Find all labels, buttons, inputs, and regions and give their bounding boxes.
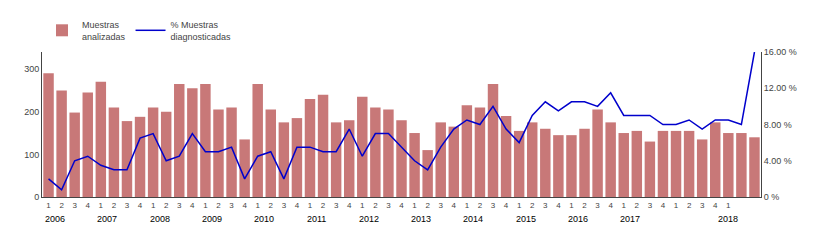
svg-text:2013: 2013 [411, 214, 431, 224]
svg-text:8.00 %: 8.00 % [764, 120, 792, 130]
svg-text:3: 3 [648, 201, 653, 210]
svg-text:2: 2 [687, 201, 692, 210]
svg-text:2: 2 [216, 201, 221, 210]
svg-text:2: 2 [164, 201, 169, 210]
svg-text:1: 1 [99, 201, 104, 210]
svg-text:1: 1 [46, 201, 51, 210]
svg-text:4: 4 [190, 201, 195, 210]
svg-text:2: 2 [59, 201, 64, 210]
svg-text:3: 3 [700, 201, 705, 210]
svg-text:1: 1 [674, 201, 679, 210]
svg-text:2006: 2006 [45, 214, 65, 224]
svg-text:3: 3 [595, 201, 600, 210]
svg-text:1: 1 [255, 201, 260, 210]
svg-text:3: 3 [177, 201, 182, 210]
svg-text:2: 2 [373, 201, 378, 210]
svg-text:1: 1 [517, 201, 522, 210]
svg-text:2: 2 [530, 201, 535, 210]
svg-text:3: 3 [386, 201, 391, 210]
svg-text:2: 2 [425, 201, 430, 210]
svg-text:2018: 2018 [718, 214, 738, 224]
svg-text:2008: 2008 [150, 214, 170, 224]
svg-text:3: 3 [334, 201, 339, 210]
svg-text:0 %: 0 % [764, 192, 780, 202]
svg-text:2012: 2012 [359, 214, 379, 224]
svg-text:3: 3 [125, 201, 130, 210]
svg-text:16.00 %: 16.00 % [764, 47, 797, 57]
svg-text:2: 2 [321, 201, 326, 210]
svg-text:2009: 2009 [202, 214, 222, 224]
svg-text:Muestrasanalizadas: Muestrasanalizadas [82, 20, 126, 42]
svg-text:2: 2 [478, 201, 483, 210]
svg-text:3: 3 [72, 201, 77, 210]
svg-text:3: 3 [491, 201, 496, 210]
svg-text:2: 2 [635, 201, 640, 210]
svg-text:4: 4 [347, 201, 352, 210]
svg-text:4: 4 [556, 201, 561, 210]
svg-text:12.00 %: 12.00 % [764, 83, 797, 93]
svg-text:2: 2 [269, 201, 274, 210]
svg-text:100: 100 [24, 150, 39, 160]
svg-text:2015: 2015 [516, 214, 536, 224]
svg-text:1: 1 [622, 201, 627, 210]
svg-text:4: 4 [86, 201, 91, 210]
svg-text:1: 1 [726, 201, 731, 210]
svg-text:4: 4 [713, 201, 718, 210]
svg-text:4: 4 [608, 201, 613, 210]
svg-text:1: 1 [360, 201, 365, 210]
svg-text:2007: 2007 [97, 214, 117, 224]
svg-text:300: 300 [24, 64, 39, 74]
svg-text:1: 1 [465, 201, 470, 210]
svg-text:% Muestrasdiagnosticadas: % Muestrasdiagnosticadas [171, 20, 232, 42]
svg-text:2011: 2011 [307, 214, 326, 224]
svg-text:4: 4 [399, 201, 404, 210]
svg-text:1: 1 [203, 201, 208, 210]
svg-text:3: 3 [543, 201, 548, 210]
svg-text:1: 1 [412, 201, 417, 210]
svg-text:3: 3 [282, 201, 287, 210]
svg-text:0: 0 [34, 192, 39, 202]
svg-text:200: 200 [24, 107, 39, 117]
svg-text:4: 4 [504, 201, 509, 210]
svg-text:2016: 2016 [568, 214, 588, 224]
svg-text:1: 1 [308, 201, 313, 210]
svg-text:3: 3 [438, 201, 443, 210]
svg-text:2014: 2014 [463, 214, 483, 224]
svg-text:4.00 %: 4.00 % [764, 156, 792, 166]
svg-text:2: 2 [112, 201, 117, 210]
svg-text:1: 1 [151, 201, 156, 210]
svg-text:4: 4 [138, 201, 143, 210]
svg-text:2010: 2010 [254, 214, 274, 224]
svg-text:3: 3 [229, 201, 234, 210]
svg-text:1: 1 [569, 201, 574, 210]
svg-text:4: 4 [242, 201, 247, 210]
svg-text:4: 4 [452, 201, 457, 210]
svg-text:2: 2 [582, 201, 587, 210]
svg-text:2017: 2017 [620, 214, 640, 224]
svg-text:4: 4 [661, 201, 666, 210]
svg-text:4: 4 [295, 201, 300, 210]
